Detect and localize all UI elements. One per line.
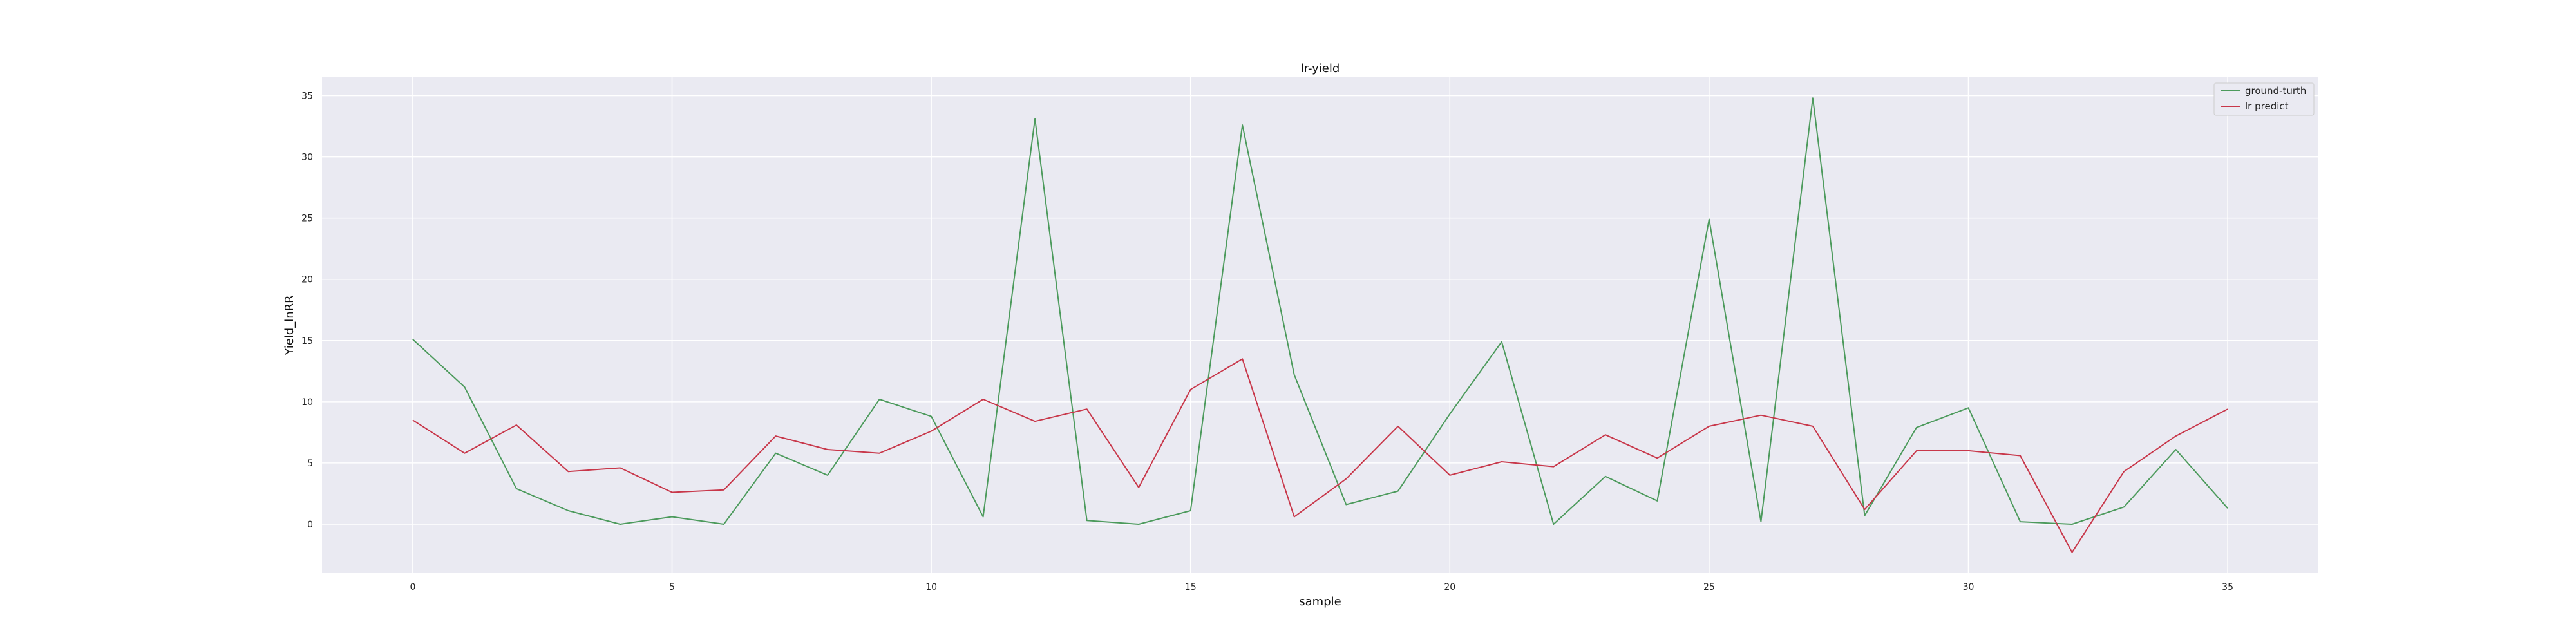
x-tick-label: 25 [1703,582,1715,592]
y-tick-label: 15 [301,336,313,346]
x-tick-label: 20 [1444,582,1455,592]
x-tick-label: 15 [1185,582,1197,592]
x-tick-label: 35 [2222,582,2233,592]
y-tick-label: 0 [307,520,313,530]
legend-label-lr-predict: lr predict [2245,100,2289,112]
legend: ground-turth lr predict [2213,82,2315,116]
y-tick-label: 20 [301,275,313,285]
grid-lines [322,77,2318,573]
x-tick-label: 10 [925,582,937,592]
y-tick-label: 10 [301,397,313,408]
chart-title: lr-yield [1301,62,1340,75]
y-tick-label: 35 [301,91,313,102]
y-tick-label: 5 [307,459,313,469]
legend-label-ground-turth: ground-turth [2245,85,2306,97]
tick-labels: 0 5 10 15 20 25 30 35 0 5 10 15 20 25 30 35 [301,91,2233,592]
series-line-lr-predict [412,358,2228,553]
plot-area [322,77,2318,573]
x-tick-label: 0 [410,582,415,592]
x-tick-label: 30 [1963,582,1975,592]
x-tick-label: 5 [669,582,675,592]
y-tick-label: 25 [301,214,313,224]
series-line-ground-turth [412,97,2228,525]
y-tick-label: 30 [301,153,313,163]
series-lines [412,97,2228,553]
y-axis-label: Yield_lnRR [283,295,296,355]
x-axis-label: sample [1299,595,1341,609]
